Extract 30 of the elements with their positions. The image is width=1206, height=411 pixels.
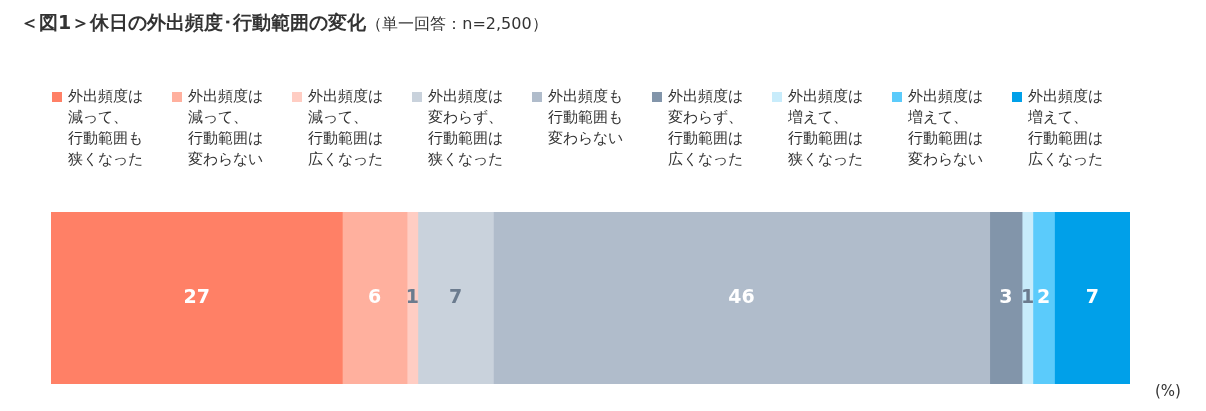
text: (%) [1155, 382, 1181, 400]
legend-label: 外出頻度は減って、行動範囲は広くなった [308, 86, 384, 170]
bar [493, 212, 991, 384]
data-label: 3 [999, 284, 1013, 307]
bar [342, 212, 408, 384]
chart-subtitle: （単一回答：n=2,500） [366, 14, 548, 33]
data-label: 1 [1020, 284, 1035, 307]
bar [1032, 212, 1055, 384]
legend-label: 外出頻度は増えて、行動範囲は広くなった [1028, 86, 1104, 170]
data-label: 2 [1037, 284, 1051, 307]
chart-title: ＜図1＞休日の外出頻度･行動範囲の変化 [20, 11, 367, 33]
bar [406, 212, 419, 384]
legend-label: 外出頻度は減って、行動範囲も狭くなった [68, 86, 144, 170]
bar [1021, 212, 1034, 384]
legend-label: 外出頻度は減って、行動範囲は変わらない [188, 86, 264, 170]
bar [51, 212, 343, 384]
legend-label: 外出頻度も行動範囲も変わらない [548, 86, 624, 149]
legend-label: 外出頻度は増えて、行動範囲は変わらない [908, 86, 984, 170]
legend-label: 外出頻度は増えて、行動範囲は狭くなった [788, 86, 864, 170]
data-label: 7 [1085, 284, 1099, 307]
data-label: 6 [368, 284, 382, 307]
data-label: 27 [183, 284, 210, 307]
bar [989, 212, 1023, 384]
data-label: 46 [728, 284, 755, 307]
bar [1054, 212, 1130, 384]
legend-label: 外出頻度は変わらず、行動範囲は広くなった [668, 86, 744, 170]
data-label: 1 [405, 284, 420, 307]
bar [417, 212, 494, 384]
legend-label: 外出頻度は変わらず、行動範囲は狭くなった [428, 86, 504, 170]
data-label: 7 [449, 284, 463, 307]
